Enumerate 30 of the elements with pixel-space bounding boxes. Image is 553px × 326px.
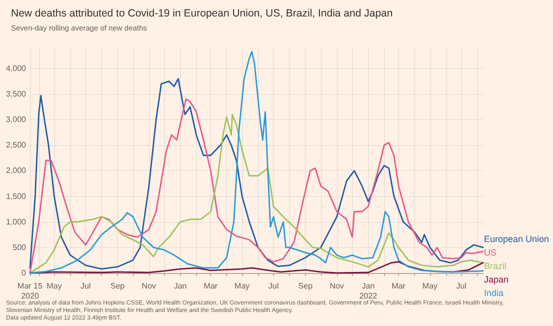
x-tick-label: Jan 2022 [359,282,378,300]
series-label: US [484,248,496,258]
x-tick-label: Nov [142,282,156,290]
x-tick-label: Sep [110,282,126,290]
y-tick-label: 1,000 [6,217,27,226]
y-tick-label: 500 [12,242,27,252]
y-tick-label: 1,500 [6,192,27,201]
series-label: Brazil [484,261,506,271]
y-tick-label: 2,000 [6,166,27,176]
series-label: European Union [484,234,550,244]
x-tick-label: Jul [456,282,467,290]
x-tick-label: Mar [392,282,406,290]
y-tick-label: 4,000 [6,64,27,73]
x-tick-label: Mar 15 2020 [18,282,43,300]
y-tick-label: 2,500 [6,140,27,150]
x-tick-label: Sep [298,282,314,290]
x-tick-label: Mar [204,282,218,290]
x-tick-label: May [46,282,62,290]
series-label: Japan [484,274,508,284]
x-tick-label: May [422,282,438,290]
x-tick-label: May [234,282,250,290]
x-tick-label: Nov [330,282,344,290]
y-tick-label: 0 [22,268,27,278]
x-tick-label: Jul [268,282,279,290]
y-tick-label: 3,000 [6,115,27,124]
x-tick-label: Jan [174,282,187,290]
chart-title: New deaths attributed to Covid-19 in European Union, US, Brazil, India and Japan [11,8,393,20]
y-tick-label: 3,500 [6,90,27,99]
series-label: India [484,288,504,298]
x-tick-label: Jul [80,282,91,290]
